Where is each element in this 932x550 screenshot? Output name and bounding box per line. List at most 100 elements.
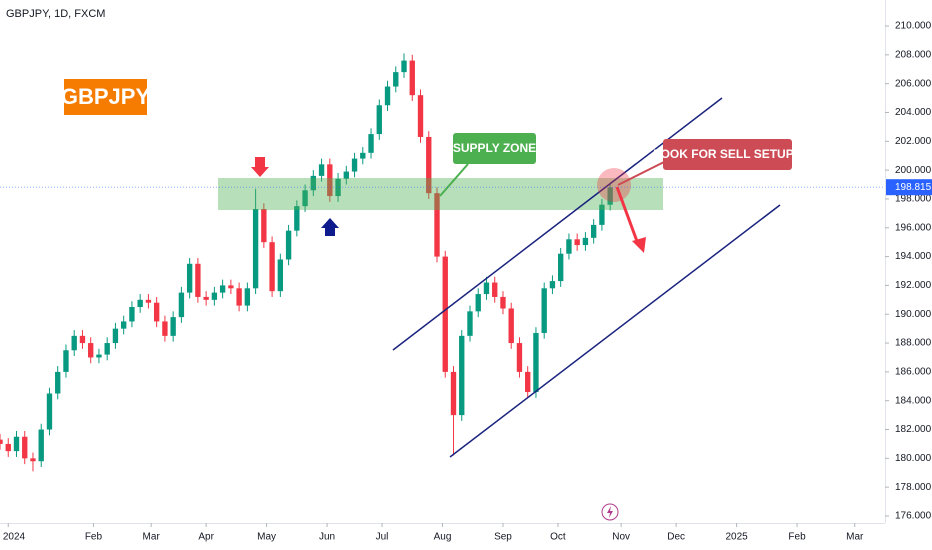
candle-body: [599, 204, 605, 225]
candle-body: [483, 282, 490, 295]
sell-arrow: [615, 186, 640, 245]
supply-callout: [453, 133, 536, 164]
candle-body: [178, 292, 185, 318]
candle-body: [112, 328, 119, 344]
y-tick-label: 184.000: [895, 395, 932, 406]
candle-body: [162, 321, 168, 336]
candle-body: [566, 239, 572, 254]
red-arrow: [251, 157, 269, 177]
candle-body: [450, 371, 457, 416]
candle-body: [129, 307, 135, 322]
candle-body: [153, 302, 160, 322]
event-icon[interactable]: [601, 503, 619, 521]
candle-body: [541, 288, 547, 333]
y-tick-label: 198.000: [895, 194, 932, 205]
candle-body: [88, 343, 94, 358]
candle-body: [376, 105, 382, 135]
x-tick-label: May: [257, 532, 276, 543]
x-tick-label: Apr: [198, 532, 214, 543]
event-bolt: [607, 506, 613, 518]
candle-body: [417, 95, 424, 137]
x-tick-label: Feb: [85, 532, 103, 543]
candle-body: [607, 187, 613, 205]
candle-body: [318, 164, 325, 176]
x-tick-label: Aug: [434, 532, 452, 543]
candle-body: [79, 335, 86, 344]
highlight-circle: [597, 168, 631, 202]
candle-body: [203, 296, 209, 300]
x-tick-label: Jun: [319, 532, 335, 543]
last-price-box: [886, 179, 932, 196]
candle-body: [104, 343, 110, 355]
candle-body: [516, 343, 523, 372]
y-tick-label: 204.000: [895, 107, 932, 118]
candle-body: [409, 60, 415, 96]
x-tick-label: Jul: [376, 532, 389, 543]
candles: [0, 53, 613, 472]
candle-body: [533, 332, 539, 393]
y-tick-label: 186.000: [895, 367, 932, 378]
candle-body: [401, 60, 407, 73]
y-tick-label: 190.000: [895, 309, 932, 320]
candle-body: [426, 136, 432, 194]
sell-arrow-head: [632, 237, 646, 253]
candle-body: [549, 281, 556, 289]
x-tick-label: Nov: [612, 532, 630, 543]
x-tick-label: Sep: [494, 532, 512, 543]
candle-body: [574, 239, 580, 246]
x-tick-label: Oct: [550, 532, 566, 543]
y-tick-label: 210.000: [895, 21, 932, 32]
y-tick-label: 180.000: [895, 453, 932, 464]
candle-body: [170, 317, 176, 336]
candle-body: [55, 371, 61, 394]
candle-body: [582, 237, 589, 246]
candle-body: [13, 436, 20, 452]
candle-body: [558, 253, 564, 282]
candle-body: [310, 175, 317, 191]
candle-body: [96, 354, 102, 358]
candle-body: [368, 134, 374, 153]
candle-body: [467, 311, 473, 336]
candle-body: [211, 292, 218, 300]
candle-body: [38, 429, 44, 462]
candle-body: [508, 308, 514, 344]
candle-body: [145, 299, 152, 303]
y-tick-label: 182.000: [895, 424, 932, 435]
candle-body: [236, 288, 242, 306]
y-tick-label: 196.000: [895, 222, 932, 233]
sell-setups-label: LOOK FOR SELL SETUPS: [653, 147, 801, 161]
candle-body: [302, 190, 308, 207]
y-tick-label: 206.000: [895, 78, 932, 89]
candle-body: [285, 230, 292, 260]
candle-body: [195, 263, 201, 297]
candle-body: [30, 458, 36, 462]
chart-title: GBPJPY, 1D, FXCM: [6, 8, 105, 20]
candle-body: [500, 296, 506, 309]
candle-body: [252, 209, 259, 289]
candle-body: [590, 224, 597, 238]
candle-body: [186, 263, 193, 293]
y-tick-label: 208.000: [895, 49, 932, 60]
candle-body: [434, 193, 440, 257]
y-tick-label: 188.000: [895, 338, 932, 349]
candle-body: [343, 171, 349, 179]
y-tick-label: 194.000: [895, 251, 932, 262]
last-price-label: 198.815: [895, 182, 932, 193]
candle-body: [219, 285, 226, 293]
symbol-box: [64, 79, 147, 115]
candle-body: [277, 259, 284, 292]
candle-body: [492, 282, 498, 297]
candle-body: [269, 242, 275, 292]
candle-body: [384, 86, 391, 106]
x-tick-label: Mar: [143, 532, 161, 543]
candle-body: [294, 206, 300, 231]
candle-body: [5, 443, 11, 452]
candle-body: [0, 439, 3, 444]
candle-body: [525, 371, 531, 393]
x-tick-label: Mar: [846, 532, 864, 543]
sell-callout: [663, 139, 792, 170]
supply-pointer: [439, 163, 469, 197]
candle-body: [228, 285, 234, 289]
